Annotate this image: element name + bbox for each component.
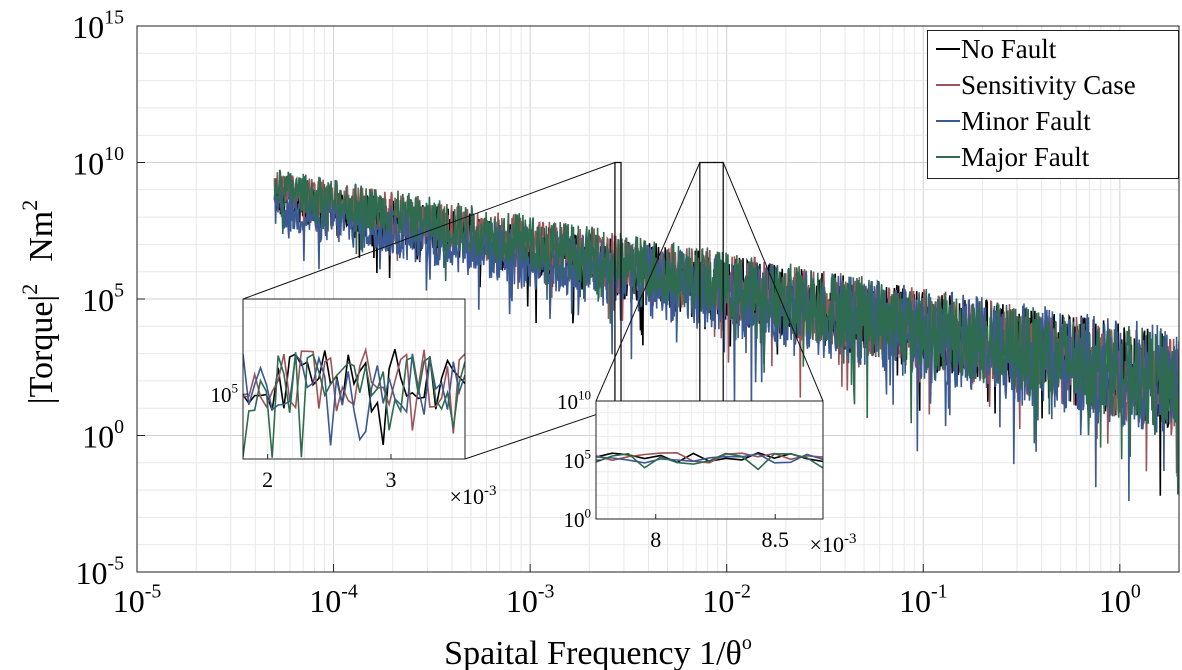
x-tick-label: 10-4	[309, 581, 358, 619]
y-tick-label: 105	[82, 280, 124, 318]
legend-swatch-minor-fault	[936, 120, 960, 122]
legend-swatch-sensitivity-case	[936, 84, 960, 86]
x-axis-label-sup: o	[742, 632, 752, 654]
inset-y-tick-label: 105	[210, 381, 238, 407]
x-tick-label: 10-3	[506, 581, 555, 619]
inset-series-line-sensitivity-case	[596, 451, 823, 464]
legend-item-minor-fault: Minor Fault	[928, 104, 1178, 138]
inset-2: 8 8.5 ×10-3 1010 105 100	[557, 388, 856, 557]
inset-x-tick-label: 8	[650, 527, 661, 552]
legend-swatch-no-fault	[936, 48, 960, 50]
main-ticks: 10-5 10-4 10-3 10-2 10-1 100 10-5 100 105 1010 101…	[72, 7, 1141, 619]
x-tick-label: 10-2	[702, 581, 751, 619]
y-axis-label: |Torque|2Nm2	[17, 200, 60, 404]
inset-y-tick-label: 105	[563, 447, 591, 473]
legend-label-no-fault: No Fault	[961, 34, 1057, 64]
x-tick-label: 10-5	[113, 581, 162, 619]
legend-item-major-fault: Major Fault	[928, 140, 1178, 174]
zoom-connector	[722, 162, 824, 402]
inset-series-group	[243, 346, 465, 458]
y-tick-label: 100	[82, 416, 124, 454]
y-tick-label: 1015	[72, 7, 124, 45]
inset-frame	[242, 298, 466, 460]
inset-series-line-minor-fault	[243, 353, 465, 446]
legend-label-sensitivity-case: Sensitivity Case	[961, 70, 1136, 100]
zoom-connector	[595, 162, 701, 402]
legend-item-sensitivity-case: Sensitivity Case	[928, 68, 1178, 102]
y-axis-label-unit: Nm	[23, 211, 60, 262]
y-tick-label: 10-5	[75, 553, 124, 591]
inset-x-multiplier: ×10-3	[810, 531, 857, 557]
inset-x-tick-label: 8.5	[761, 527, 789, 552]
x-tick-label: 10-1	[899, 581, 948, 619]
legend-label-major-fault: Major Fault	[961, 142, 1090, 172]
series-line-major-fault	[273, 169, 1179, 495]
y-axis-label-unit-sup: 2	[17, 200, 42, 211]
y-axis-label-text: |Torque|	[23, 295, 60, 404]
inset-series-line-minor-fault	[596, 453, 823, 464]
y-axis-label-sup: 2	[17, 284, 42, 295]
y-tick-label: 1010	[72, 143, 124, 181]
main-series-group	[273, 169, 1179, 502]
inset-series-line-major-fault	[243, 352, 465, 458]
inset-x-tick-label: 3	[386, 467, 397, 492]
inset-x-multiplier: ×10-3	[450, 483, 497, 509]
inset-y-tick-label: 1010	[557, 388, 592, 414]
inset-x-tick-label: 2	[262, 467, 273, 492]
inset-1: 2 3 ×10-3 105	[210, 298, 497, 509]
inset-series-line-major-fault	[596, 452, 823, 471]
zoom-connector	[242, 162, 616, 300]
inset-series-line-sensitivity-case	[243, 346, 465, 434]
x-axis-label: Spaital Frequency 1/θo	[444, 632, 752, 670]
legend-label-minor-fault: Minor Fault	[961, 106, 1091, 136]
legend: No Fault Sensitivity Case Minor Fault Ma…	[927, 30, 1179, 179]
inset-y-tick-label: 100	[563, 506, 591, 532]
x-tick-label: 100	[1099, 581, 1141, 619]
x-axis-label-text: Spaital Frequency 1/θ	[444, 635, 742, 670]
zoom-connector	[464, 407, 616, 460]
legend-item-no-fault: No Fault	[928, 32, 1178, 66]
legend-swatch-major-fault	[936, 156, 960, 158]
inset-series-group	[596, 451, 823, 471]
